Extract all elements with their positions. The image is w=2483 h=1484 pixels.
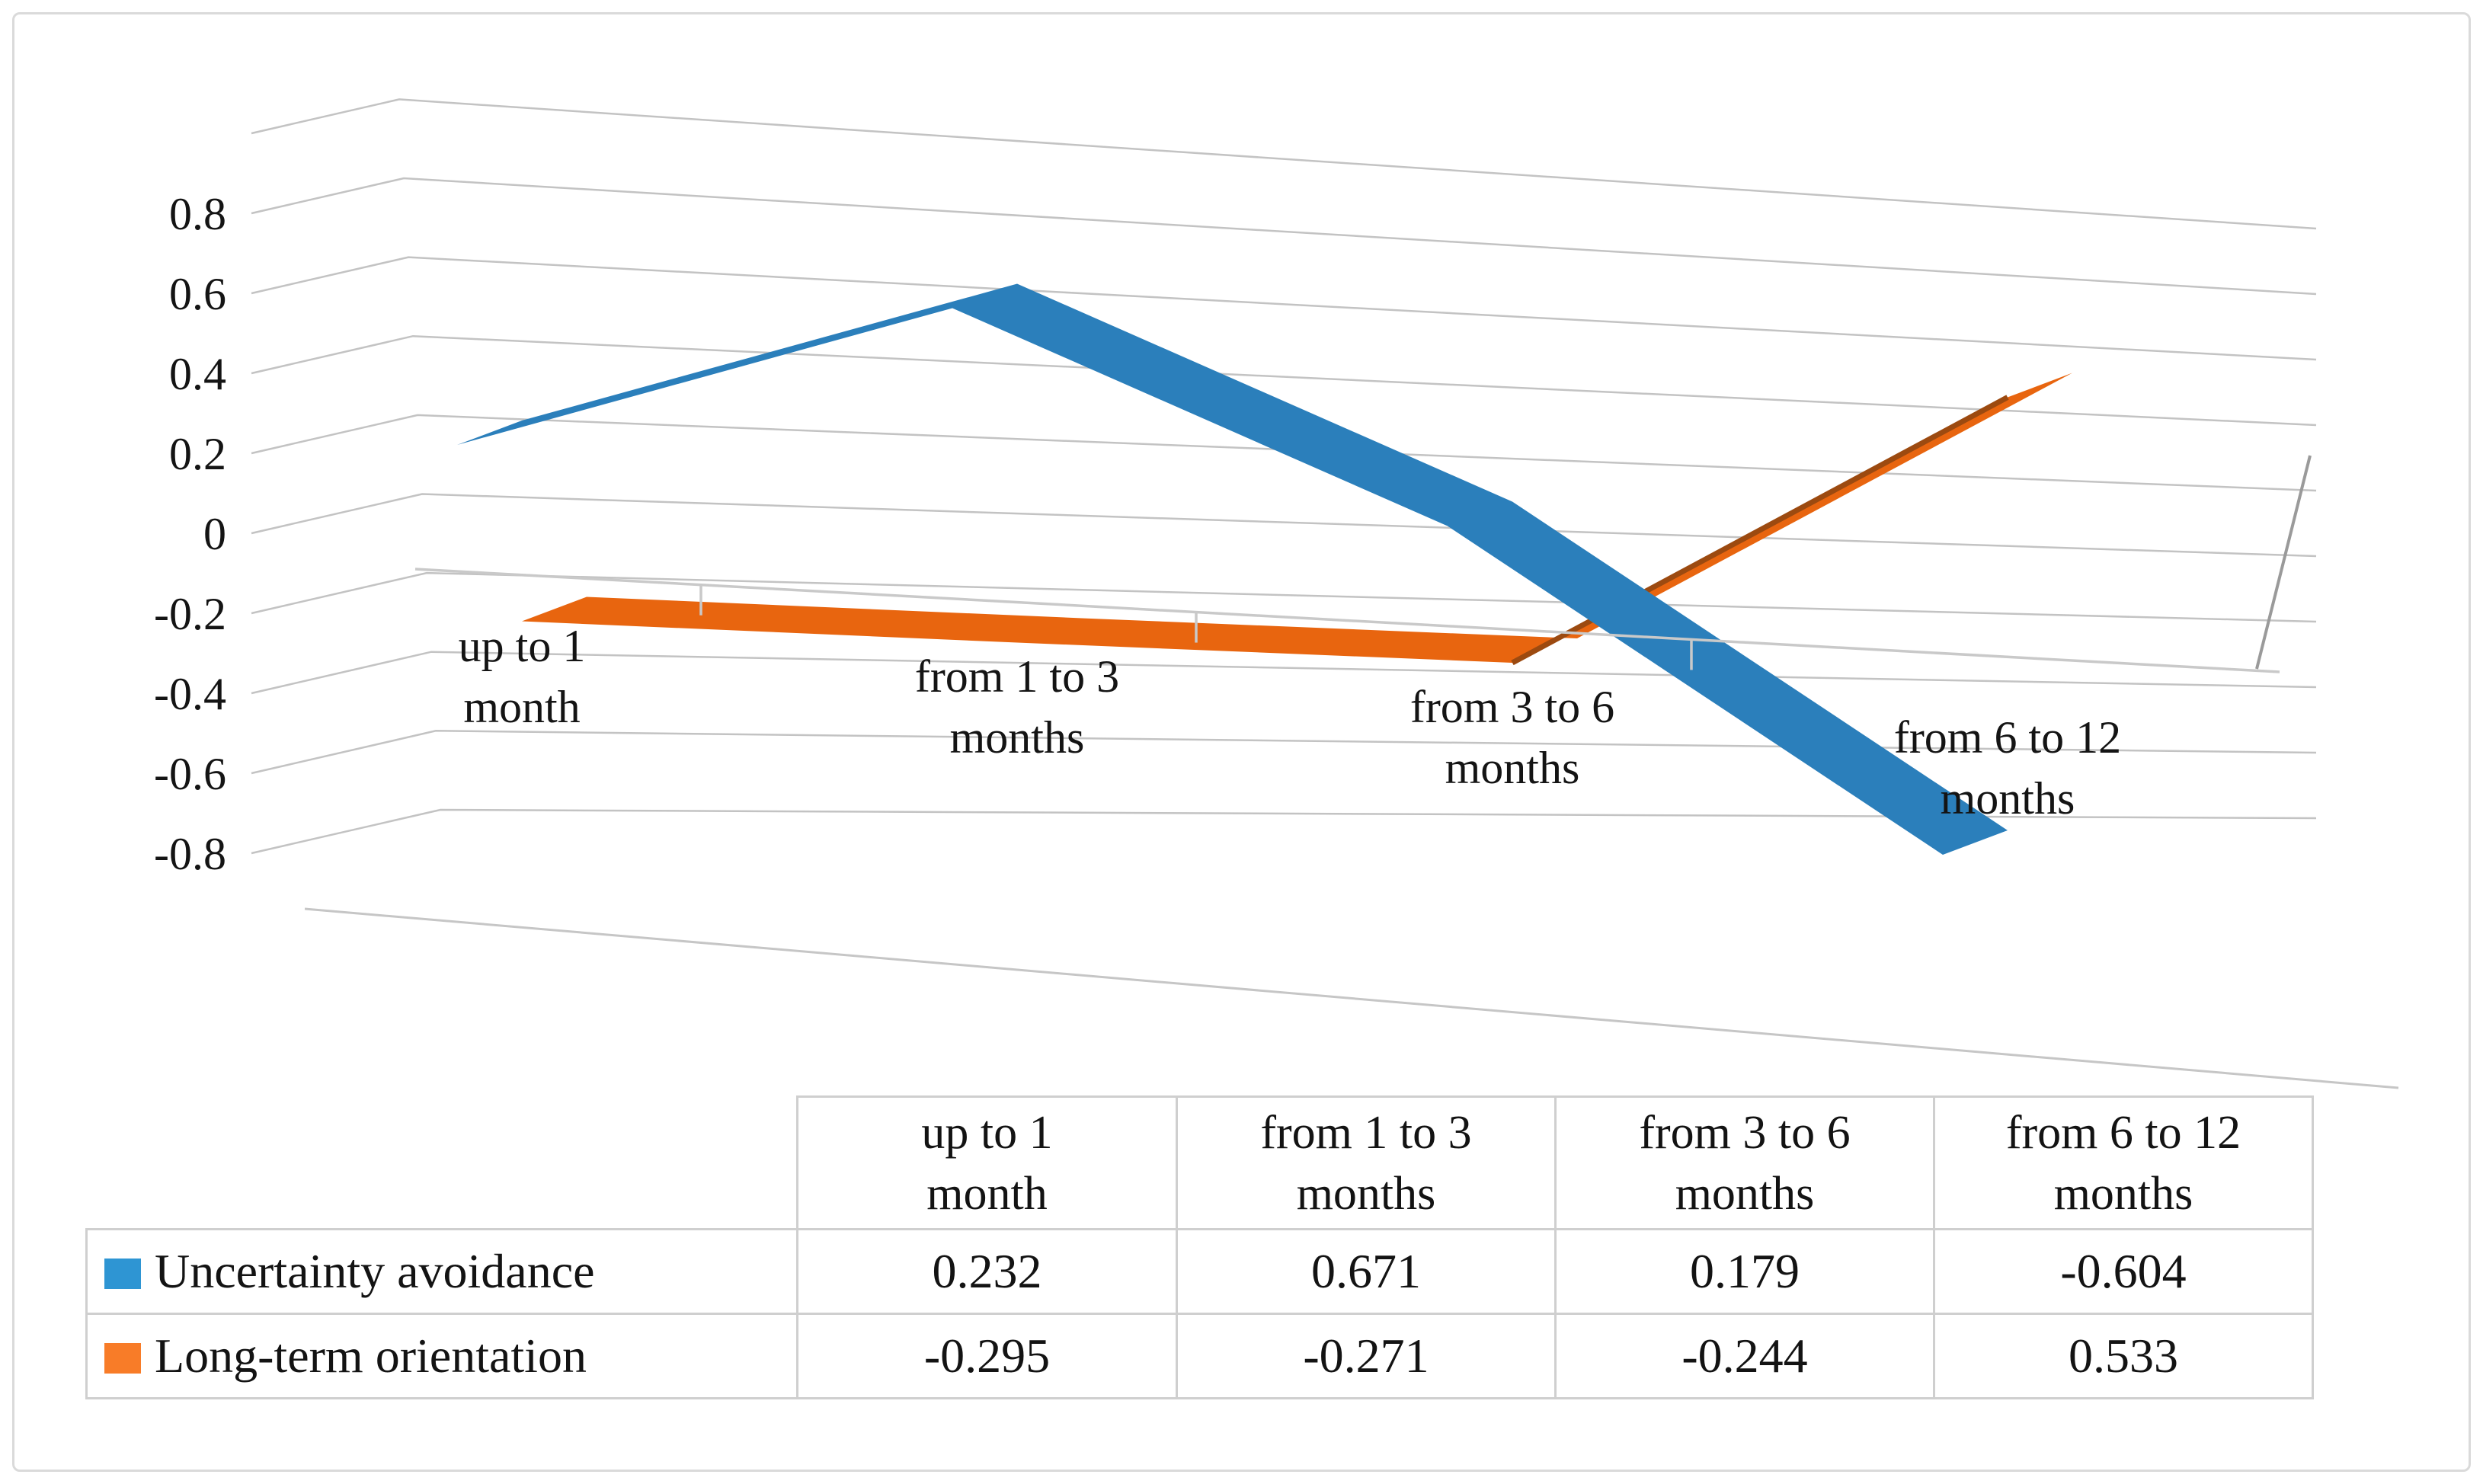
data-table: up to 1 month from 1 to 3 months from 3 to 6… <box>85 1095 2314 1399</box>
axis-labels-layer: 0.8 0.6 0.4 0.2 0 -0.2 -0.4 -0.6 -0.8 up to 1 mont… <box>154 189 2121 879</box>
table-header-line1: from 3 to 6 <box>1639 1106 1851 1159</box>
value-cell: 0.232 <box>796 1228 1178 1315</box>
figure-border <box>12 12 2471 1472</box>
series-legend-cell: Long-term orientation <box>85 1313 798 1399</box>
value-cell: -0.244 <box>1554 1313 1935 1399</box>
value-cell: -0.604 <box>1933 1228 2314 1315</box>
gridline <box>251 571 2317 623</box>
y-axis-tick-label: 0.8 <box>169 189 226 239</box>
gridline <box>251 177 2317 296</box>
table-row: Long-term orientation -0.295 -0.271 -0.244 0… <box>85 1313 2314 1399</box>
gridline <box>251 730 2317 775</box>
table-header-cell: up to 1 month <box>796 1095 1178 1230</box>
table-header-line1: from 6 to 12 <box>2005 1106 2241 1159</box>
y-axis-tick-label: 0 <box>203 509 226 559</box>
y-axis-tick-label: 0.2 <box>169 429 226 479</box>
y-axis-tick-label: 0.6 <box>169 269 226 319</box>
table-header-line1: up to 1 <box>921 1106 1053 1159</box>
value-cell: 0.671 <box>1176 1228 1557 1315</box>
legend-swatch-long-term-orientation <box>104 1343 141 1374</box>
series-ribbons-layer <box>457 283 2072 855</box>
table-header-line2: months <box>1675 1167 1815 1220</box>
table-corner-cell <box>87 1097 798 1230</box>
table-header-cell: from 6 to 12 months <box>1933 1095 2314 1230</box>
ribbon-shadow-edge <box>1511 395 2009 666</box>
gridline <box>251 98 2317 230</box>
category-label: up to 1 month <box>459 621 586 732</box>
category-axis-line <box>414 568 2280 673</box>
series-name: Long-term orientation <box>155 1329 587 1383</box>
value-cell: 0.533 <box>1933 1313 2314 1399</box>
gridline <box>251 808 2317 855</box>
gridline <box>251 414 2317 492</box>
y-axis-tick-label: -0.8 <box>154 829 226 879</box>
table-header-line2: months <box>1296 1167 1436 1220</box>
gridlines-layer <box>251 98 2399 1089</box>
table-header-line2: month <box>926 1167 1048 1220</box>
category-axis-layer <box>414 568 2280 673</box>
value-cell: 0.179 <box>1554 1228 1935 1315</box>
table-header-line1: from 1 to 3 <box>1260 1106 1472 1159</box>
right-wall-corner-edge <box>2255 455 2312 670</box>
table-header-line2: months <box>2053 1167 2193 1220</box>
value-cell: -0.271 <box>1176 1313 1557 1399</box>
series-ribbon-uncertainty-avoidance <box>457 283 2008 855</box>
category-label: from 3 to 6 months <box>1410 682 1614 793</box>
gridline <box>251 493 2317 558</box>
table-header-cell: from 3 to 6 months <box>1554 1095 1935 1230</box>
series-legend-cell: Uncertainty avoidance <box>85 1228 798 1315</box>
gridline <box>251 334 2317 427</box>
table-header-cell: from 1 to 3 months <box>1176 1095 1557 1230</box>
legend-swatch-uncertainty-avoidance <box>104 1259 141 1289</box>
category-label: from 6 to 12 months <box>1894 712 2121 824</box>
y-axis-tick-label: 0.4 <box>169 349 226 399</box>
gridline <box>251 256 2317 361</box>
y-axis-tick-label: -0.4 <box>154 669 226 719</box>
y-axis-tick-label: -0.6 <box>154 749 226 799</box>
category-label: from 1 to 3 months <box>915 651 1119 763</box>
y-axis-tick-label: -0.2 <box>154 589 226 639</box>
value-cell: -0.295 <box>796 1313 1178 1399</box>
series-name: Uncertainty avoidance <box>155 1244 595 1298</box>
table-row: Uncertainty avoidance 0.232 0.671 0.179 -0.6… <box>85 1228 2314 1315</box>
floor-edge <box>304 907 2399 1089</box>
